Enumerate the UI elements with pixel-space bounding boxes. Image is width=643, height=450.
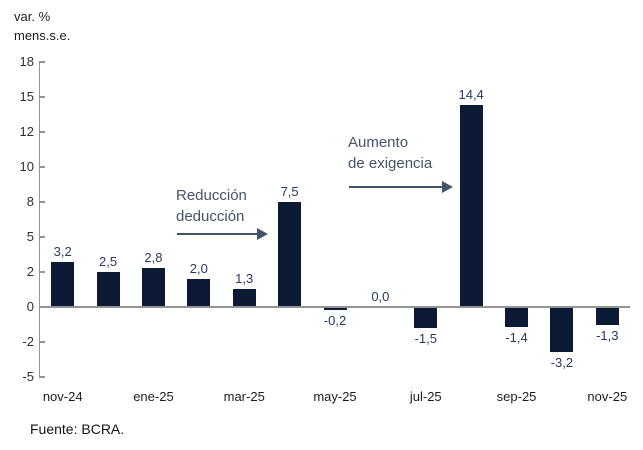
annotation-line: deducción: [176, 208, 245, 225]
x-tick-label: nov-25: [587, 389, 628, 404]
bar: [51, 262, 75, 307]
y-tick-label: 12: [19, 124, 34, 139]
annotation-reduccion-deduccion: Reducción deducción: [176, 185, 247, 227]
bar: [550, 307, 574, 352]
y-tick-label: 2: [26, 264, 34, 279]
x-tick-label: jul-25: [409, 389, 442, 404]
bar: [141, 267, 165, 307]
y-axis-tick: [40, 201, 45, 203]
annotation-arrow-shaft: [349, 186, 442, 188]
y-axis-tick: [40, 236, 45, 238]
annotation-aumento-exigencia: Aumento de exigencia: [348, 132, 432, 174]
bar-value-label: -1,3: [596, 328, 619, 344]
x-tick-label: ene-25: [133, 389, 174, 404]
x-tick-label: nov-24: [42, 389, 83, 404]
y-axis-tick: [40, 166, 45, 168]
y-tick-label: 8: [26, 194, 34, 209]
bar-value-label: 0,0: [371, 289, 390, 304]
y-axis-line: [38, 61, 40, 378]
bar-value-label: 2,5: [99, 254, 118, 269]
right-arrow-icon: [257, 228, 268, 240]
annotation-line: Aumento: [348, 134, 409, 151]
y-axis-title: var. % mens.s.e.: [14, 7, 70, 45]
right-arrow-icon: [442, 181, 453, 193]
annotation-line: de exigencia: [348, 155, 433, 172]
bar-value-label: -3,2: [550, 354, 574, 370]
bar: [232, 288, 256, 307]
source-note: Fuente: BCRA.: [30, 421, 125, 437]
bar-value-label: 1,3: [235, 270, 254, 286]
bar: [459, 105, 483, 307]
y-tick-label: 5: [26, 229, 34, 244]
bar: [505, 307, 529, 327]
bar-value-label: 3,2: [53, 244, 72, 260]
y-axis-tick: [40, 131, 45, 133]
y-axis-tick: [40, 376, 45, 378]
bar: [96, 272, 120, 307]
y-axis-title-line1: var. %: [14, 9, 51, 24]
x-tick-label: may-25: [313, 389, 357, 404]
y-tick-label: 0: [26, 299, 34, 314]
y-tick-label: 10: [19, 159, 34, 174]
bar-value-label: -0,2: [323, 312, 347, 328]
x-tick-label: sep-25: [496, 389, 537, 404]
zero-axis-line: [40, 306, 630, 308]
y-axis-tick: [40, 96, 45, 98]
bar: [414, 307, 438, 328]
bar-value-label: -1,5: [414, 331, 437, 346]
bar-value-label: 2,0: [189, 261, 208, 276]
y-tick-label: 18: [19, 54, 34, 69]
bar-value-label: -1,4: [505, 329, 528, 345]
bar: [323, 307, 347, 310]
y-axis-tick: [40, 61, 45, 63]
annotation-arrow-shaft: [177, 233, 257, 235]
y-axis-title-line2: mens.s.e.: [14, 28, 71, 43]
annotation-line: Reducción: [176, 187, 247, 204]
bar: [187, 279, 211, 307]
bar-value-label: 2,8: [144, 249, 163, 265]
bar: [595, 307, 619, 326]
y-axis-tick: [40, 341, 45, 343]
y-tick-label: -5: [22, 369, 34, 384]
bar: [278, 202, 302, 307]
y-tick-label: -2: [22, 334, 34, 349]
y-axis-tick: [40, 271, 45, 273]
bar-value-label: 7,5: [280, 184, 299, 199]
bar-value-label: 14,4: [458, 87, 484, 103]
y-tick-label: 15: [19, 89, 34, 104]
x-tick-label: mar-25: [223, 389, 265, 404]
